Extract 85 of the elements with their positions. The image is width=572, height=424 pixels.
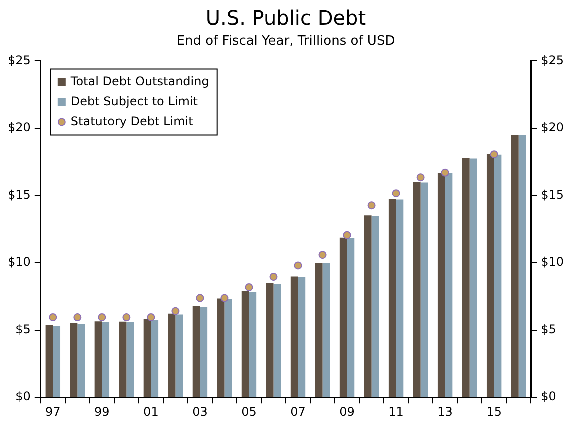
- bar: [486, 154, 494, 398]
- point: [172, 307, 180, 316]
- bar: [290, 276, 298, 398]
- x-tick-label: 15: [486, 404, 502, 419]
- legend-label: Debt Subject to Limit: [70, 94, 198, 108]
- bar: [242, 291, 250, 398]
- bar: [372, 216, 380, 398]
- y-tick-label: $25: [8, 53, 31, 68]
- bar: [126, 322, 134, 398]
- chart-title: U.S. Public Debt: [204, 6, 368, 30]
- y-tick-label: $10: [8, 255, 31, 270]
- point: [122, 314, 131, 322]
- bar: [144, 319, 152, 398]
- x-tick-label: 01: [144, 404, 159, 419]
- bar: [438, 173, 446, 398]
- x-tick-label: 09: [340, 404, 355, 419]
- x-tick-label: 99: [94, 404, 110, 419]
- bar: [266, 283, 274, 398]
- bar: [364, 216, 372, 398]
- y2-tick-label: $25: [541, 53, 564, 68]
- bar: [119, 322, 127, 398]
- bar: [396, 200, 404, 398]
- point: [245, 284, 254, 292]
- legend-label: Statutory Debt Limit: [70, 114, 194, 128]
- point: [147, 314, 156, 322]
- bar: [322, 263, 330, 398]
- bar: [470, 158, 478, 398]
- bar: [298, 277, 306, 398]
- point: [318, 251, 327, 260]
- bar: [249, 292, 257, 398]
- bar: [151, 320, 159, 398]
- legend-label: Total Debt Outstanding: [70, 74, 210, 88]
- x-tick-label: 03: [192, 404, 208, 419]
- x-tick-label: 11: [388, 404, 404, 419]
- bar: [224, 299, 232, 398]
- point: [74, 314, 82, 322]
- point: [441, 168, 450, 177]
- point: [98, 314, 106, 322]
- point: [490, 150, 498, 159]
- point: [49, 314, 58, 322]
- bar: [94, 322, 102, 398]
- bar: [420, 182, 428, 398]
- point: [270, 273, 278, 282]
- y-tick-label: $5: [16, 322, 31, 336]
- bar: [511, 135, 519, 398]
- x-tick-label: 13: [438, 404, 453, 419]
- bar: [102, 322, 110, 398]
- bar: [53, 326, 61, 398]
- bar: [518, 135, 526, 398]
- bar: [200, 307, 208, 398]
- point: [196, 294, 204, 302]
- point: [392, 190, 400, 198]
- bar: [46, 324, 54, 398]
- point: [343, 231, 352, 240]
- bar: [388, 199, 396, 398]
- y-tick-label: $15: [8, 188, 31, 202]
- y2-tick-label: $15: [541, 188, 564, 202]
- bar: [494, 154, 502, 398]
- bar: [274, 284, 282, 398]
- bar: [176, 314, 184, 398]
- bar: [192, 306, 200, 398]
- bar: [315, 263, 323, 398]
- y2-tick-label: $20: [541, 120, 564, 135]
- y-tick-label: $20: [8, 120, 31, 135]
- point: [220, 294, 229, 302]
- x-tick-label: 05: [242, 404, 257, 419]
- chart-subtitle: End of Fiscal Year, Trillions of USD: [176, 34, 396, 49]
- bar: [217, 298, 225, 398]
- bar: [347, 238, 355, 398]
- bar: [445, 174, 453, 398]
- y-tick-label: $0: [16, 390, 31, 404]
- point: [416, 174, 425, 182]
- y2-tick-label: $10: [541, 255, 564, 270]
- bar: [340, 238, 348, 398]
- bar: [413, 182, 421, 398]
- point: [368, 202, 376, 210]
- bar: [70, 323, 78, 398]
- x-tick-label: 97: [46, 404, 61, 419]
- bar: [78, 324, 86, 398]
- y2-tick-label: $5: [541, 322, 556, 336]
- point: [294, 262, 302, 270]
- bar: [168, 314, 176, 398]
- bar: [462, 158, 470, 398]
- y2-tick-label: $0: [541, 390, 556, 404]
- x-tick-label: 07: [290, 404, 306, 419]
